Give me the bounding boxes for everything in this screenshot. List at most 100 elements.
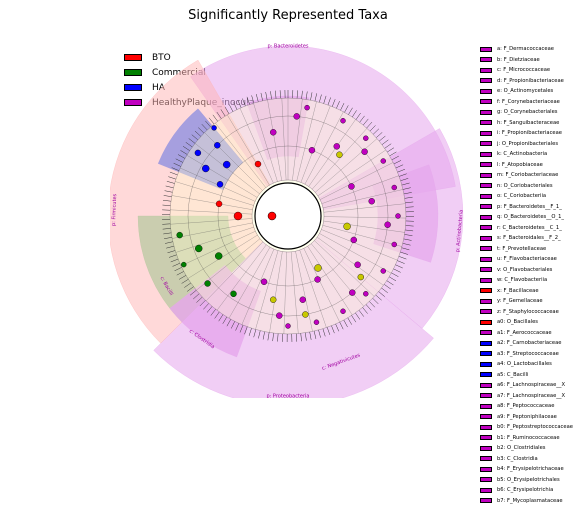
clade-label: p: Firmicutes xyxy=(111,193,118,226)
taxa-key-entry: l: F_Atopobiaceae xyxy=(480,160,576,171)
taxon-node xyxy=(305,105,310,110)
taxa-key-entry: b3: C_Clostridia xyxy=(480,454,576,465)
taxa-key-label: c: F_Micrococcaceae xyxy=(497,67,550,73)
taxa-key-swatch xyxy=(480,372,492,377)
taxa-key-swatch xyxy=(480,341,492,346)
taxa-key-entry: r: C_Bacteroidetes__C_1_ xyxy=(480,223,576,234)
taxon-node xyxy=(315,264,322,271)
taxa-key-swatch xyxy=(480,246,492,251)
taxa-key-label: b: F_Dietziaceae xyxy=(497,57,540,63)
taxon-node xyxy=(362,149,368,155)
taxa-key-entry: n: O_Coriobacteriales xyxy=(480,181,576,192)
taxa-key-label: z: F_Staphylococcaceae xyxy=(497,309,559,315)
taxa-key-swatch xyxy=(480,435,492,440)
clade-label: p: Bacteroidetes xyxy=(267,44,308,50)
taxon-node xyxy=(392,242,397,247)
taxa-key-entry: g: O_Corynebacteriales xyxy=(480,107,576,118)
taxa-key-entry: a3: F_Streptococcaceae xyxy=(480,349,576,360)
taxon-node xyxy=(270,129,276,135)
taxon-node xyxy=(341,309,346,314)
taxon-node xyxy=(294,113,300,119)
taxa-key-label: a1: F_Aerococcaceae xyxy=(497,330,552,336)
taxa-key-label: d: F_Propionibacteriaceae xyxy=(497,78,564,84)
taxa-key-entry: y: F_Gemellaceae xyxy=(480,296,576,307)
taxa-key-label: t: F_Prevotellaceae xyxy=(497,246,546,252)
taxa-key-entry: i: F_Propionibacteriaceae xyxy=(480,128,576,139)
taxa-key-label: b5: O_Erysipelotrichales xyxy=(497,477,560,483)
taxa-key-label: r: C_Bacteroidetes__C_1_ xyxy=(497,225,562,231)
taxon-node xyxy=(334,143,340,149)
taxa-key-swatch xyxy=(480,278,492,283)
taxa-key-entry: j: O_Propionibacteriales xyxy=(480,139,576,150)
taxa-key-swatch xyxy=(480,141,492,146)
taxa-key-label: a2: F_Carnobacteriaceae xyxy=(497,340,561,346)
taxon-node xyxy=(348,183,354,189)
taxa-key-entry: k: C_Actinobacteria xyxy=(480,149,576,160)
taxa-key-label: b3: C_Clostridia xyxy=(497,456,538,462)
taxon-node xyxy=(363,291,368,296)
taxon-node xyxy=(223,161,230,168)
taxon-node xyxy=(276,313,282,319)
taxon-node xyxy=(315,276,321,282)
taxa-key-label: b0: F_Peptostreptococcaceae xyxy=(497,424,573,430)
taxa-key-label: m: F_Coriobacteriaceae xyxy=(497,172,558,178)
taxa-key-label: x: F_Bacillaceae xyxy=(497,288,539,294)
taxa-key-entry: d: F_Propionibacteriaceae xyxy=(480,76,576,87)
taxon-node xyxy=(369,198,375,204)
taxon-node xyxy=(286,324,291,329)
taxa-key-entry: b4: F_Erysipelotrichaceae xyxy=(480,464,576,475)
taxa-key-swatch xyxy=(480,110,492,115)
taxa-key-swatch xyxy=(480,393,492,398)
taxa-key-swatch xyxy=(480,467,492,472)
taxa-key-label: b2: O_Clostridiales xyxy=(497,445,545,451)
taxa-key-label: a8: F_Peptococcaceae xyxy=(497,403,554,409)
taxa-key-entry: s: F_Bacteroidales__F_2_ xyxy=(480,233,576,244)
taxa-key-swatch xyxy=(480,498,492,503)
taxa-key-entry: o: C_Coriobacteriia xyxy=(480,191,576,202)
taxon-node xyxy=(215,253,222,260)
taxon-node xyxy=(351,237,357,243)
taxa-key-label: v: O_Flavobacteriales xyxy=(497,267,552,273)
taxa-key-entry: x: F_Bacillaceae xyxy=(480,286,576,297)
taxa-key-label: b7: F_Mycoplasmataceae xyxy=(497,498,563,504)
taxon-node xyxy=(234,212,242,220)
taxa-key-entry: b2: O_Clostridiales xyxy=(480,443,576,454)
taxon-node xyxy=(231,291,237,297)
taxa-key-label: o: C_Coriobacteriia xyxy=(497,193,546,199)
taxa-key-entry: a6: F_Lachnospiraceae__X xyxy=(480,380,576,391)
taxa-key-label: p: F_Bacteroidetes__F_1_ xyxy=(497,204,562,210)
taxa-key-entry: a9: F_Peptoniphilaceae xyxy=(480,412,576,423)
taxa-key-entry: t: F_Prevotellaceae xyxy=(480,244,576,255)
taxon-node xyxy=(195,245,202,252)
taxon-node xyxy=(205,280,211,286)
taxa-key-entry: b6: C_Erysipelotrichia xyxy=(480,485,576,496)
taxa-key-swatch xyxy=(480,89,492,94)
taxa-key-entry: a7: F_Lachnospiraceae__X xyxy=(480,391,576,402)
taxa-key-swatch xyxy=(480,362,492,367)
taxa-key-swatch xyxy=(480,215,492,220)
taxa-key-label: l: F_Atopobiaceae xyxy=(497,162,543,168)
taxa-key-swatch xyxy=(480,330,492,335)
taxa-key-label: f: F_Corynebacteriaceae xyxy=(497,99,560,105)
taxon-node xyxy=(385,222,391,228)
taxa-key-swatch xyxy=(480,414,492,419)
taxa-key-swatch xyxy=(480,446,492,451)
taxa-key-label: g: O_Corynebacteriales xyxy=(497,109,557,115)
taxon-node xyxy=(216,201,222,207)
taxa-key-label: b1: F_Ruminococcaceae xyxy=(497,435,560,441)
taxa-key-entry: w: C_Flavobacteriia xyxy=(480,275,576,286)
taxa-key-label: i: F_Propionibacteriaceae xyxy=(497,130,562,136)
taxa-key-entry: b: F_Dietziaceae xyxy=(480,55,576,66)
taxon-node xyxy=(341,118,346,123)
root-node xyxy=(255,183,321,249)
taxa-key-label: a6: F_Lachnospiraceae__X xyxy=(497,382,565,388)
taxa-key-label: a5: C_Bacilli xyxy=(497,372,528,378)
taxa-key-entry: c: F_Micrococcaceae xyxy=(480,65,576,76)
taxon-node xyxy=(302,311,308,317)
taxa-key-swatch xyxy=(480,162,492,167)
taxon-node xyxy=(261,279,267,285)
taxon-node xyxy=(214,142,220,148)
taxa-key-swatch xyxy=(480,131,492,136)
taxon-node xyxy=(255,161,261,167)
